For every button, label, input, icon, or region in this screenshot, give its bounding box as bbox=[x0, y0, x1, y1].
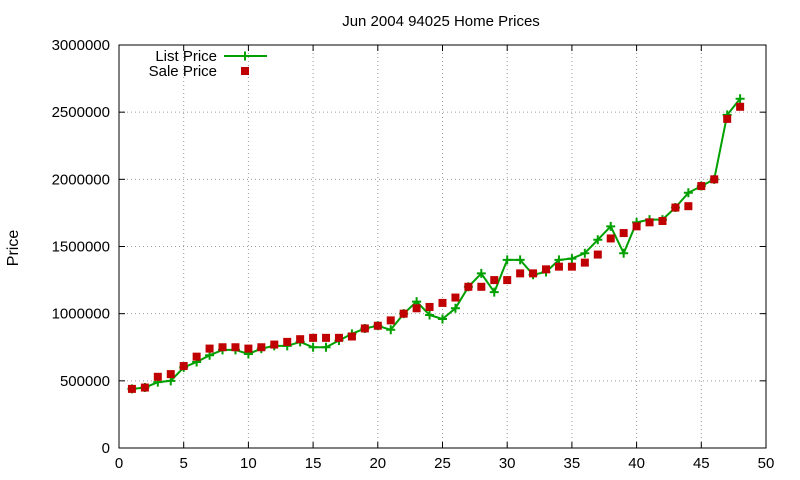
sale-price-point bbox=[710, 175, 719, 184]
sale-price-point bbox=[347, 332, 356, 341]
legend-marker-list-price bbox=[240, 51, 250, 61]
sale-price-point bbox=[464, 282, 473, 291]
sale-price-point bbox=[529, 269, 538, 278]
list-price-point bbox=[619, 248, 629, 258]
y-tick-label: 3000000 bbox=[52, 37, 110, 54]
sale-price-point bbox=[503, 276, 512, 285]
legend-label-sale-price: Sale Price bbox=[149, 63, 217, 80]
sale-price-point bbox=[309, 333, 318, 342]
x-tick-label: 40 bbox=[628, 455, 645, 472]
sale-price-point bbox=[373, 321, 382, 330]
tick-labels: 0 500000 1000000 1500000 2000000 2500000 30000… bbox=[52, 37, 775, 472]
sale-price-point bbox=[283, 337, 292, 346]
list-price-point bbox=[308, 342, 318, 352]
list-price-point bbox=[321, 342, 331, 352]
legend-label-list-price: List Price bbox=[155, 48, 217, 65]
y-tick-label: 1000000 bbox=[52, 306, 110, 323]
y-tick-label: 1500000 bbox=[52, 239, 110, 256]
x-tick-label: 15 bbox=[305, 455, 322, 472]
sale-price-point bbox=[334, 333, 343, 342]
chart-title: Jun 2004 94025 Home Prices bbox=[342, 13, 540, 30]
sale-price-point bbox=[619, 229, 628, 238]
x-tick-label: 35 bbox=[564, 455, 581, 472]
x-tick-label: 30 bbox=[499, 455, 516, 472]
sale-price-point bbox=[296, 335, 305, 344]
sale-price-point bbox=[477, 282, 486, 291]
sale-price-point bbox=[205, 344, 214, 353]
sale-price-point bbox=[257, 343, 266, 352]
sale-price-point bbox=[386, 316, 395, 325]
list-price-point bbox=[735, 94, 745, 104]
sale-price-point bbox=[425, 302, 434, 311]
sale-price-point bbox=[322, 333, 331, 342]
y-axis-label: Price bbox=[5, 230, 22, 267]
legend: List Price Sale Price bbox=[149, 48, 267, 80]
sale-price-point bbox=[684, 202, 693, 211]
sale-price-point bbox=[399, 309, 408, 318]
y-tick-label: 500000 bbox=[60, 373, 110, 390]
series-layer bbox=[127, 94, 745, 394]
x-tick-label: 25 bbox=[434, 455, 451, 472]
grid-lines bbox=[119, 45, 766, 448]
list-price-point bbox=[386, 325, 396, 335]
list-price-point bbox=[515, 255, 525, 265]
sale-price-point bbox=[593, 250, 602, 259]
y-tick-label: 0 bbox=[102, 440, 110, 457]
sale-price-point bbox=[231, 343, 240, 352]
sale-price-point bbox=[166, 370, 175, 379]
list-price-point bbox=[567, 254, 577, 264]
list-price-point bbox=[425, 310, 435, 320]
sale-price-point bbox=[606, 234, 615, 243]
list-price-point bbox=[450, 303, 460, 313]
sale-price-point bbox=[179, 362, 188, 371]
sale-price-point bbox=[218, 343, 227, 352]
list-price-point bbox=[580, 248, 590, 258]
sale-price-point bbox=[632, 222, 641, 231]
sale-price-point bbox=[153, 372, 162, 381]
y-tick-label: 2500000 bbox=[52, 104, 110, 121]
sale-price-point bbox=[270, 340, 279, 349]
sale-price-point bbox=[451, 293, 460, 302]
x-tick-label: 10 bbox=[240, 455, 257, 472]
legend-marker-sale-price bbox=[241, 67, 249, 75]
sale-price-point bbox=[554, 262, 563, 271]
list-price-point bbox=[489, 287, 499, 297]
sale-price-point bbox=[140, 383, 149, 392]
list-price-point bbox=[683, 188, 693, 198]
list-price-point bbox=[476, 268, 486, 278]
x-tick-label: 20 bbox=[369, 455, 386, 472]
y-tick-label: 2000000 bbox=[52, 171, 110, 188]
sale-price-point bbox=[736, 102, 745, 111]
list-price-point bbox=[502, 255, 512, 265]
sale-price-point bbox=[192, 352, 201, 361]
sale-price-point bbox=[490, 276, 499, 285]
x-tick-label: 45 bbox=[693, 455, 710, 472]
sale-price-point bbox=[412, 304, 421, 313]
sale-price-point bbox=[360, 324, 369, 333]
list-price-point bbox=[593, 235, 603, 245]
sale-price-point bbox=[244, 344, 253, 353]
x-tick-label: 5 bbox=[180, 455, 188, 472]
sale-price-point bbox=[516, 269, 525, 278]
sale-price-point bbox=[697, 182, 706, 191]
sale-price-point bbox=[567, 262, 576, 271]
plot-border bbox=[118, 44, 767, 449]
sale-price-point bbox=[438, 298, 447, 307]
sale-price-point bbox=[671, 203, 680, 212]
sale-price-point bbox=[658, 216, 667, 225]
list-price-point bbox=[438, 314, 447, 324]
sale-price-point bbox=[127, 384, 136, 393]
sale-price-point bbox=[645, 218, 654, 227]
list-price-point bbox=[606, 221, 616, 231]
x-tick-label: 0 bbox=[115, 455, 123, 472]
sale-price-point bbox=[723, 114, 732, 123]
sale-price-point bbox=[542, 265, 551, 274]
x-tick-label: 50 bbox=[758, 455, 775, 472]
sale-price-point bbox=[580, 258, 589, 267]
